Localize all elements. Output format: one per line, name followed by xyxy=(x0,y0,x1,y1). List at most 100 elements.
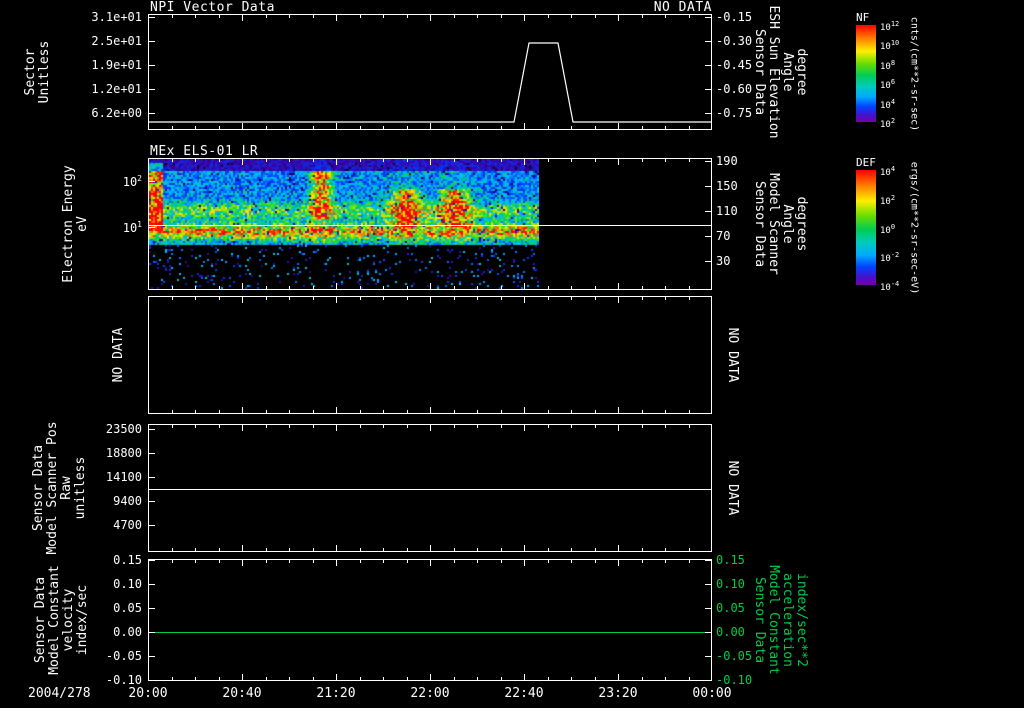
x-tick-mark xyxy=(195,297,196,300)
left-tick-label: 0.15 xyxy=(113,553,142,567)
x-tick-mark xyxy=(172,677,173,680)
x-tick-mark xyxy=(642,159,643,162)
x-tick-mark xyxy=(383,560,384,563)
left-axis-label: Electron Energy eV xyxy=(61,165,90,283)
x-tick-mark xyxy=(454,560,455,563)
x-tick-mark xyxy=(548,126,549,129)
x-tick-mark xyxy=(219,15,220,18)
left-tick-label: 18800 xyxy=(105,446,142,460)
x-tick-mark xyxy=(595,126,596,129)
colorbar-nf-unit: cnts/(cm**2-sr-sec) xyxy=(908,16,920,132)
x-tick-mark xyxy=(407,286,408,289)
x-tick-mark xyxy=(336,545,337,551)
x-tick-mark xyxy=(595,425,596,428)
x-tick-mark xyxy=(477,15,478,18)
x-tick-mark xyxy=(665,410,666,413)
x-tick-mark xyxy=(313,560,314,563)
x-tick-mark xyxy=(219,126,220,129)
x-tick-mark xyxy=(689,548,690,551)
x-tick-mark xyxy=(548,286,549,289)
x-tick-mark xyxy=(289,548,290,551)
x-tick-mark xyxy=(242,425,243,431)
x-tick-mark xyxy=(219,159,220,162)
x-tick-mark xyxy=(266,410,267,413)
x-tick-mark xyxy=(172,15,173,18)
y-tick-mark xyxy=(149,227,155,228)
panel-frame xyxy=(148,14,712,130)
y-tick-mark xyxy=(149,17,155,18)
x-tick-mark xyxy=(477,297,478,300)
x-tick-mark xyxy=(172,126,173,129)
right-tick-label: -0.60 xyxy=(716,82,753,96)
x-tick-mark xyxy=(430,15,431,21)
left-tick-label: 0.05 xyxy=(113,601,142,615)
x-tick-mark xyxy=(501,159,502,162)
x-tick-mark xyxy=(195,126,196,129)
els-spectrogram xyxy=(149,159,539,289)
colorbar-def-title: DEF xyxy=(856,156,876,169)
acceleration-line xyxy=(149,632,711,633)
x-tick-mark xyxy=(501,126,502,129)
x-tick-mark xyxy=(595,410,596,413)
x-tick-mark xyxy=(571,677,572,680)
x-tick-mark xyxy=(336,425,337,431)
x-tick-mark xyxy=(313,425,314,428)
colorbar-tick-label: 102 xyxy=(880,117,896,130)
x-tick-mark xyxy=(407,159,408,162)
x-tick-mark xyxy=(501,425,502,428)
x-tick-mark xyxy=(477,560,478,563)
x-tick-mark xyxy=(571,410,572,413)
x-tick-mark xyxy=(689,297,690,300)
x-tick-mark xyxy=(360,159,361,162)
x-tick-mark xyxy=(548,677,549,680)
x-tick-mark xyxy=(242,159,243,165)
x-tick-mark xyxy=(689,286,690,289)
x-tick-mark xyxy=(454,410,455,413)
right-tick-label: 150 xyxy=(716,179,738,193)
x-tick-mark xyxy=(407,410,408,413)
x-tick-mark xyxy=(407,548,408,551)
x-tick-mark xyxy=(219,425,220,428)
x-tick-mark xyxy=(266,126,267,129)
x-tick-mark xyxy=(548,425,549,428)
x-tick-mark xyxy=(172,560,173,563)
panel-frame xyxy=(148,296,712,414)
left-axis-label: Sensor Data Model Scanner Pos Raw unitle… xyxy=(31,421,88,555)
x-tick-mark xyxy=(477,548,478,551)
x-tick-mark xyxy=(642,297,643,300)
y-tick-mark xyxy=(149,608,155,609)
x-tick-mark xyxy=(665,15,666,18)
left-tick-label: 23500 xyxy=(105,422,142,436)
x-tick-mark xyxy=(336,283,337,289)
left-axis-label: NO DATA xyxy=(111,327,126,383)
x-tick-mark xyxy=(360,15,361,18)
x-tick-mark xyxy=(501,297,502,300)
x-tick-mark xyxy=(195,410,196,413)
x-tick-mark xyxy=(195,548,196,551)
x-tick-mark xyxy=(242,674,243,680)
x-tick-mark xyxy=(383,410,384,413)
right-tick-label: -0.05 xyxy=(716,649,753,663)
y-tick-mark xyxy=(705,89,711,90)
left-tick-label: 9400 xyxy=(113,494,142,508)
y-tick-mark xyxy=(149,113,155,114)
x-tick-mark xyxy=(289,425,290,428)
panel-frame xyxy=(148,424,712,552)
left-tick-label: -0.05 xyxy=(105,649,142,663)
x-tick-mark xyxy=(195,15,196,18)
x-tick-mark xyxy=(219,560,220,563)
colorbar-tick-label: 10-4 xyxy=(880,280,900,293)
x-tick-mark xyxy=(430,674,431,680)
left-axis-label: Sensor Data Model Constant velocity inde… xyxy=(33,565,90,675)
x-tick-mark xyxy=(383,15,384,18)
x-tick-mark xyxy=(407,126,408,129)
x-tick-mark xyxy=(266,15,267,18)
x-tick-mark xyxy=(430,560,431,566)
x-axis-tick-label: 22:00 xyxy=(410,686,450,701)
x-tick-mark xyxy=(501,677,502,680)
x-tick-mark xyxy=(383,286,384,289)
x-tick-mark xyxy=(548,159,549,162)
y-tick-mark xyxy=(705,41,711,42)
x-tick-mark xyxy=(618,123,619,129)
panel-frame xyxy=(148,158,712,290)
